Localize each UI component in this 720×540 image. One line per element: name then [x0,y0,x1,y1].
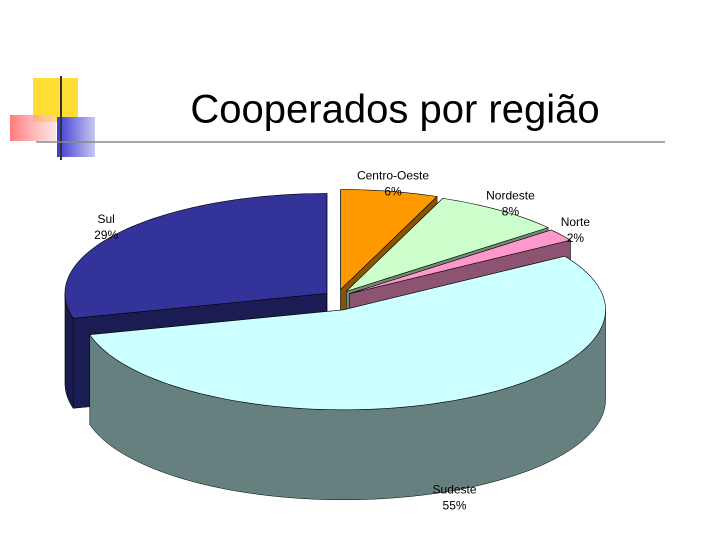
pie-slice [89,255,606,411]
slice-value-label: 2% [567,231,585,245]
slide-title: Cooperados por região [190,88,599,132]
slice-group [89,255,606,501]
pie-chart: Centro-Oeste 6% Nordeste 8% Norte 2% Sudeste 55… [64,168,606,512]
slice-label: Sudeste [433,482,477,496]
slice-value-label: 8% [502,205,520,219]
slice-label: Norte [561,215,591,229]
slice-value-label: 55% [443,498,467,512]
slice-value-label: 29% [94,228,118,242]
slice-label: Centro-Oeste [357,168,429,182]
slice-value-label: 6% [384,184,402,198]
slice-label: Sul [97,212,114,226]
pie-slice [346,198,549,292]
slide-ornament [10,76,665,160]
slice-label: Nordeste [486,189,535,203]
pie-slice [349,229,572,295]
pie-slice [340,189,438,291]
pie-slice [64,193,328,319]
